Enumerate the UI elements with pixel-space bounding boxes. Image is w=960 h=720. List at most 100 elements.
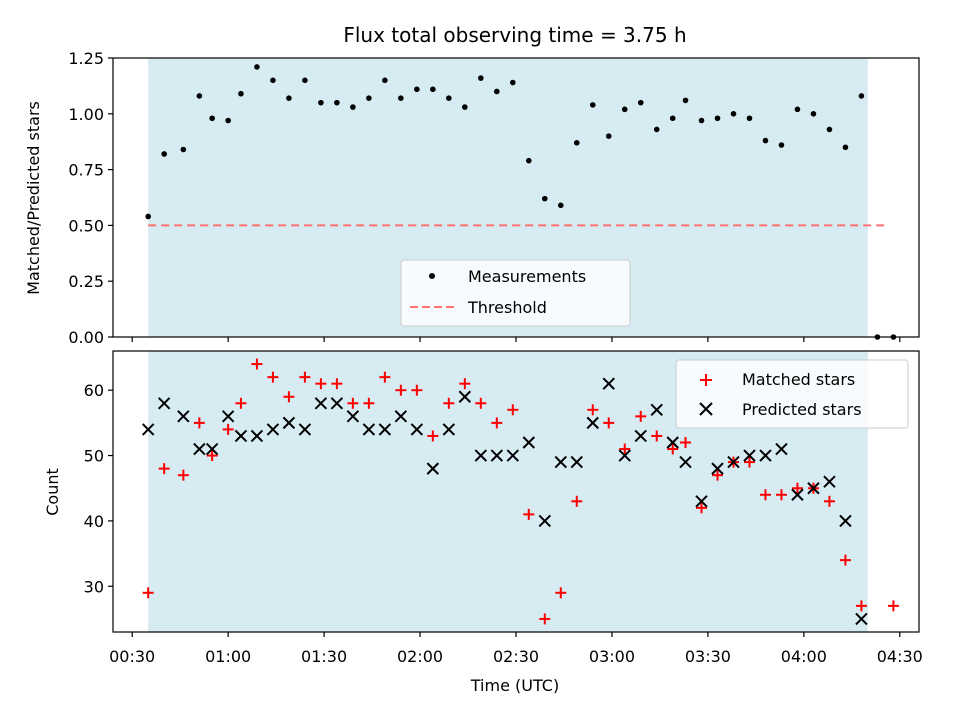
- predicted-star-point: [839, 514, 852, 528]
- predicted-star-point: [679, 455, 692, 469]
- measurement-point: [414, 86, 420, 93]
- count-y-axis-label: Count: [43, 468, 62, 516]
- ratio-y-ticks: 0.00 0.25 0.50 0.75 1.00 1.25: [68, 49, 113, 347]
- predicted-star-point: [618, 449, 631, 462]
- predicted-star-point: [157, 397, 171, 410]
- matched-star-point: [142, 587, 154, 599]
- measurement-point: [446, 95, 452, 101]
- measurement-point: [525, 157, 532, 164]
- matched-star-point: [331, 378, 343, 390]
- predicted-star-point: [775, 442, 788, 456]
- count-x-ticks: 00:30 01:00 01:30 02:00 02:30 03:00 03:30 04:00…: [109, 632, 923, 666]
- matched-star-point: [791, 482, 803, 494]
- chart-title: Flux total observing time = 3.75 h: [343, 23, 686, 47]
- legend-measurements-label: Measurements: [468, 267, 586, 286]
- measurement-point: [573, 140, 580, 146]
- measurement-point: [682, 97, 689, 104]
- matched-star-point: [587, 404, 599, 416]
- predicted-star-point: [426, 462, 440, 475]
- count-y-tick-label: 50: [84, 447, 104, 466]
- predicted-star-point: [362, 423, 376, 436]
- legend-threshold-label: Threshold: [467, 298, 547, 317]
- predicted-star-point: [250, 429, 264, 443]
- measurement-point: [826, 126, 833, 133]
- matched-star-point: [775, 489, 787, 501]
- predicted-star-point: [458, 390, 472, 403]
- legend-measurements-marker: [429, 273, 435, 279]
- x-axis-label: Time (UTC): [470, 676, 559, 695]
- measurement-point: [398, 95, 404, 101]
- count-y-tick-label: 60: [84, 381, 104, 400]
- predicted-star-point: [759, 449, 772, 462]
- matched-star-point: [267, 371, 279, 383]
- legend-predicted-marker: [699, 402, 713, 416]
- measurement-point: [605, 133, 612, 139]
- measurement-point: [270, 77, 276, 84]
- ratio-panel: 0.00 0.25 0.50 0.75 1.00 1.25 Matched/Predict…: [24, 49, 920, 347]
- count-y-ticks: 30 40 50 60: [84, 381, 113, 596]
- predicted-star-point: [506, 449, 520, 462]
- matched-star-point: [743, 456, 755, 468]
- matched-star-point: [571, 495, 583, 507]
- measurement-point: [366, 95, 372, 101]
- measurement-point: [698, 117, 705, 124]
- measurement-point: [842, 144, 849, 151]
- x-tick-label: 03:00: [589, 647, 635, 666]
- legend-matched-marker: [700, 374, 712, 386]
- matched-star-point: [411, 384, 423, 396]
- measurement-point: [318, 99, 324, 106]
- matched-star-point: [619, 443, 631, 455]
- ratio-legend-box: [400, 259, 631, 327]
- matched-star-point: [523, 508, 535, 520]
- matched-star-point: [299, 371, 311, 383]
- measurement-point: [225, 117, 231, 124]
- matched-star-point: [712, 469, 723, 481]
- predicted-star-point: [177, 410, 190, 423]
- predicted-star-point: [602, 377, 615, 390]
- x-tick-label: 04:00: [781, 647, 827, 666]
- matched-star-point: [283, 391, 295, 403]
- measurement-point: [302, 77, 308, 84]
- measurement-point: [858, 93, 865, 99]
- matched-star-point: [347, 397, 359, 409]
- x-tick-label: 04:30: [877, 647, 923, 666]
- measurement-point: [653, 126, 660, 133]
- ratio-y-tick-label: 1.25: [68, 49, 104, 68]
- count-legend-box: [675, 359, 909, 429]
- matched-star-point: [177, 469, 189, 481]
- matched-star-point: [475, 397, 487, 409]
- matched-star-point: [235, 397, 247, 409]
- predicted-star-point: [221, 410, 235, 423]
- measurement-point: [589, 102, 596, 108]
- matched-star-point: [555, 587, 567, 599]
- predicted-star-point: [346, 410, 360, 423]
- matched-star-point: [193, 417, 205, 429]
- matched-star-point: [363, 397, 375, 409]
- matched-star-point: [443, 397, 455, 409]
- predicted-star-point: [570, 455, 583, 469]
- count-legend: Matched stars Predicted stars: [675, 359, 909, 429]
- measurement-point: [557, 202, 564, 209]
- measurement-point: [254, 64, 260, 70]
- matched-star-point: [667, 443, 679, 455]
- matched-star-point: [696, 502, 708, 514]
- measurement-point: [714, 115, 721, 122]
- measurement-point: [478, 75, 484, 81]
- measurement-point: [196, 93, 203, 99]
- measurement-point: [541, 195, 548, 202]
- matched-star-point: [459, 378, 471, 390]
- predicted-star-point: [314, 397, 328, 410]
- matched-star-point: [823, 495, 835, 507]
- measurement-point: [286, 95, 292, 101]
- predicted-star-point: [266, 423, 280, 436]
- ratio-y-tick-label: 1.00: [68, 105, 104, 124]
- predicted-star-point: [711, 462, 724, 475]
- predicted-star-point: [791, 488, 804, 501]
- predicted-star-point: [807, 482, 820, 495]
- x-tick-label: 03:30: [685, 647, 731, 666]
- measurement-point: [794, 106, 801, 113]
- measurement-point: [180, 146, 187, 153]
- predicted-star-point: [727, 455, 740, 469]
